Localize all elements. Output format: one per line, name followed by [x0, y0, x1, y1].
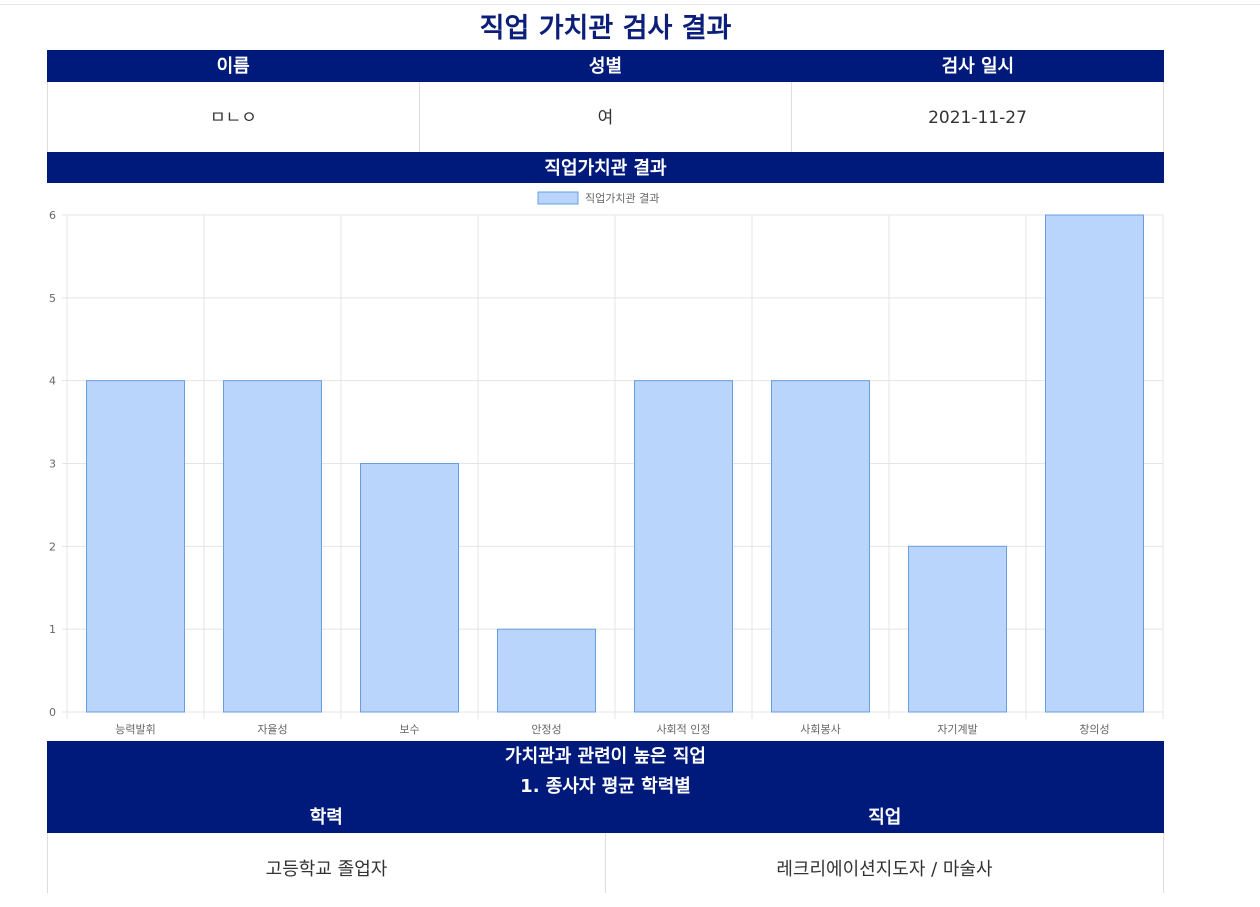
- x-tick-label: 능력발휘: [115, 723, 155, 736]
- education-value: 고등학교 졸업자: [48, 833, 606, 893]
- job-header: 직업: [868, 807, 902, 828]
- bar: [223, 380, 322, 713]
- y-tick-label: 5: [49, 292, 56, 305]
- gender-value: 여: [420, 82, 792, 152]
- info-row: ㅁㄴㅇ 여 2021-11-27: [47, 82, 1164, 152]
- job-value: 레크리에이션지도자 / 마술사: [776, 859, 993, 880]
- y-tick-label: 0: [49, 706, 56, 719]
- related-jobs-subtitle: 1. 종사자 평균 학력별: [520, 776, 691, 797]
- y-tick-label: 4: [49, 375, 56, 388]
- name-value: ㅁㄴㅇ: [48, 82, 420, 152]
- x-tick-label: 사회적 인정: [656, 723, 710, 736]
- bar: [1045, 214, 1144, 713]
- y-tick-label: 1: [49, 623, 56, 636]
- chart-section-title: 직업가치관 결과: [47, 152, 1164, 183]
- bar: [497, 628, 596, 713]
- education-header: 학력: [309, 807, 343, 828]
- y-tick-label: 6: [49, 209, 56, 222]
- x-tick-label: 안정성: [531, 723, 561, 736]
- x-tick-label: 사회봉사: [800, 723, 840, 736]
- x-tick-label: 창의성: [1079, 723, 1109, 736]
- bar: [360, 463, 459, 713]
- legend-label: 직업가치관 결과: [585, 192, 659, 205]
- gender-header: 성별: [588, 56, 623, 77]
- bar: [634, 380, 733, 713]
- bar: [86, 380, 185, 713]
- top-border: [0, 0, 1260, 5]
- value-bar-chart: 0 1 2 3 4 5 6 능력발휘 자율성 보수 안정성 사회적 인정 사회봉사 자기계발 창의성 직업가치…: [49, 191, 1164, 736]
- bar: [908, 545, 1007, 713]
- date-value: 2021-11-27: [928, 108, 1027, 128]
- related-jobs-title: 가치관과 관련이 높은 직업: [505, 746, 706, 767]
- info-header: 이름 성별 검사 일시: [47, 50, 1164, 82]
- y-tick-label: 2: [49, 540, 56, 553]
- name-header: 이름: [216, 56, 250, 77]
- related-jobs-row: 고등학교 졸업자 레크리에이션지도자 / 마술사: [47, 833, 1164, 893]
- related-jobs-header: 가치관과 관련이 높은 직업 1. 종사자 평균 학력별 학력 직업: [47, 741, 1164, 833]
- page-title: 직업 가치관 검사 결과: [479, 13, 732, 44]
- x-tick-label: 자기계발: [937, 723, 977, 736]
- y-tick-label: 3: [49, 458, 56, 471]
- legend-swatch: [537, 191, 579, 205]
- x-tick-label: 자율성: [257, 723, 287, 736]
- bar: [771, 380, 870, 713]
- date-header: 검사 일시: [941, 56, 1015, 77]
- x-tick-label: 보수: [399, 723, 419, 736]
